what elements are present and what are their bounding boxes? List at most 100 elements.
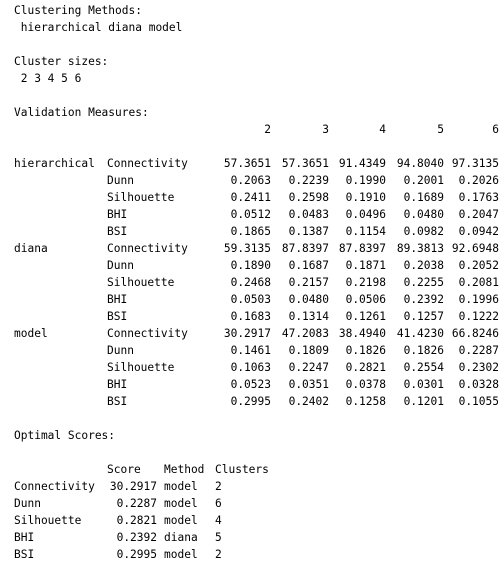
- validation-value-cell: 0.2392: [403, 293, 444, 306]
- validation-value-cell: 0.1261: [345, 310, 386, 323]
- validation-value-cell: 0.1257: [403, 310, 444, 323]
- validation-value-cell: 0.1201: [403, 395, 444, 408]
- optimal-score-value: 0.2392: [116, 531, 157, 544]
- validation-value-cell: 0.1063: [230, 361, 271, 374]
- validation-measure-label: BSI: [107, 395, 128, 408]
- validation-value-cell: 0.1683: [230, 310, 271, 323]
- validation-value-cell: 57.3651: [223, 157, 271, 170]
- validation-value-cell: 0.2554: [403, 361, 444, 374]
- validation-measure-label: BHI: [107, 378, 128, 391]
- validation-value-cell: 0.1687: [288, 259, 329, 272]
- validation-value-cell: 0.2198: [345, 276, 386, 289]
- validation-measure-label: BSI: [107, 310, 128, 323]
- validation-measure-label: Dunn: [107, 344, 134, 357]
- optimal-col-method: Method: [164, 463, 205, 476]
- validation-measure-label: BHI: [107, 293, 128, 306]
- validation-value-cell: 0.2052: [458, 259, 499, 272]
- validation-value-cell: 0.2001: [403, 174, 444, 187]
- optimal-score-value: 0.2995: [116, 548, 157, 561]
- validation-measure-label: Dunn: [107, 259, 134, 272]
- validation-value-cell: 0.0378: [345, 378, 386, 391]
- validation-value-cell: 0.1689: [403, 191, 444, 204]
- validation-measure-label: Silhouette: [107, 191, 175, 204]
- validation-value-cell: 0.0328: [458, 378, 499, 391]
- validation-value-cell: 38.4940: [338, 327, 386, 340]
- validation-value-cell: 0.0301: [403, 378, 444, 391]
- validation-value-cell: 0.2287: [458, 344, 499, 357]
- validation-value-cell: 0.1826: [403, 344, 444, 357]
- validation-value-cell: 0.0942: [458, 225, 499, 238]
- cluster-sizes-value: 2 3 4 5 6: [14, 72, 82, 85]
- validation-value-cell: 59.3135: [223, 242, 271, 255]
- validation-value-cell: 0.2995: [230, 395, 271, 408]
- validation-value-cell: 57.3651: [281, 157, 329, 170]
- validation-value-cell: 0.1890: [230, 259, 271, 272]
- validation-value-cell: 66.8246: [451, 327, 499, 340]
- validation-column-header: 2 3 4 5 6: [14, 121, 499, 138]
- validation-value-cell: 0.1871: [345, 259, 386, 272]
- validation-value-cell: 0.2063: [230, 174, 271, 187]
- validation-value-cell: 0.2468: [230, 276, 271, 289]
- validation-measure-label: BSI: [107, 225, 128, 238]
- validation-value-cell: 0.1258: [345, 395, 386, 408]
- validation-value-cell: 0.2081: [458, 276, 499, 289]
- optimal-measure-label: Dunn: [14, 497, 41, 510]
- optimal-measure-label: Silhouette: [14, 514, 82, 527]
- validation-value-cell: 0.2821: [345, 361, 386, 374]
- validation-value-cell: 0.0483: [288, 208, 329, 221]
- validation-measure-label: BHI: [107, 208, 128, 221]
- optimal-measure-label: BHI: [14, 531, 35, 544]
- col-header-2: 2: [264, 123, 271, 136]
- optimal-score-value: 0.2287: [116, 497, 157, 510]
- optimal-method-value: diana: [164, 531, 198, 544]
- validation-value-cell: 0.1910: [345, 191, 386, 204]
- validation-value-cell: 0.1865: [230, 225, 271, 238]
- optimal-score-value: 30.2917: [109, 480, 157, 493]
- validation-value-cell: 0.0480: [403, 208, 444, 221]
- validation-value-cell: 97.3135: [451, 157, 499, 170]
- validation-value-cell: 0.1826: [345, 344, 386, 357]
- validation-value-cell: 0.1990: [345, 174, 386, 187]
- optimal-measure-label: BSI: [14, 548, 35, 561]
- validation-measure-label: Silhouette: [107, 276, 175, 289]
- validation-measure-label: Connectivity: [107, 327, 188, 340]
- validation-value-cell: 0.2038: [403, 259, 444, 272]
- col-header-4: 4: [379, 123, 386, 136]
- validation-measure-label: Dunn: [107, 174, 134, 187]
- validation-value-cell: 0.2255: [403, 276, 444, 289]
- col-header-6: 6: [492, 123, 499, 136]
- validation-value-cell: 89.3813: [396, 242, 444, 255]
- validation-heading: Validation Measures:: [14, 106, 149, 119]
- col-header-5: 5: [437, 123, 444, 136]
- optimal-method-value: model: [164, 514, 198, 527]
- validation-value-cell: 0.2402: [288, 395, 329, 408]
- validation-value-cell: 0.0506: [345, 293, 386, 306]
- optimal-clusters-value: 6: [215, 497, 222, 510]
- validation-value-cell: 0.0982: [403, 225, 444, 238]
- validation-value-cell: 0.0480: [288, 293, 329, 306]
- validation-value-cell: 0.2026: [458, 174, 499, 187]
- optimal-col-score: Score: [107, 463, 141, 476]
- validation-value-cell: 0.1387: [288, 225, 329, 238]
- optimal-measure-label: Connectivity: [14, 480, 95, 493]
- validation-value-cell: 0.2239: [288, 174, 329, 187]
- validation-value-cell: 0.1314: [288, 310, 329, 323]
- validation-value-cell: 0.1154: [345, 225, 386, 238]
- validation-value-cell: 0.2047: [458, 208, 499, 221]
- optimal-method-value: model: [164, 548, 198, 561]
- validation-value-cell: 87.8397: [281, 242, 329, 255]
- validation-value-cell: 94.8040: [396, 157, 444, 170]
- validation-measure-label: Connectivity: [107, 157, 188, 170]
- validation-value-cell: 0.2247: [288, 361, 329, 374]
- col-header-3: 3: [322, 123, 329, 136]
- validation-method-label: hierarchical: [14, 157, 95, 170]
- validation-value-cell: 47.2083: [281, 327, 329, 340]
- validation-value-cell: 0.1809: [288, 344, 329, 357]
- validation-method-label: diana: [14, 242, 48, 255]
- validation-value-cell: 0.0351: [288, 378, 329, 391]
- validation-value-cell: 91.4349: [338, 157, 386, 170]
- validation-value-cell: 0.2157: [288, 276, 329, 289]
- validation-value-cell: 0.1055: [458, 395, 499, 408]
- validation-value-cell: 0.1996: [458, 293, 499, 306]
- optimal-clusters-value: 4: [215, 514, 222, 527]
